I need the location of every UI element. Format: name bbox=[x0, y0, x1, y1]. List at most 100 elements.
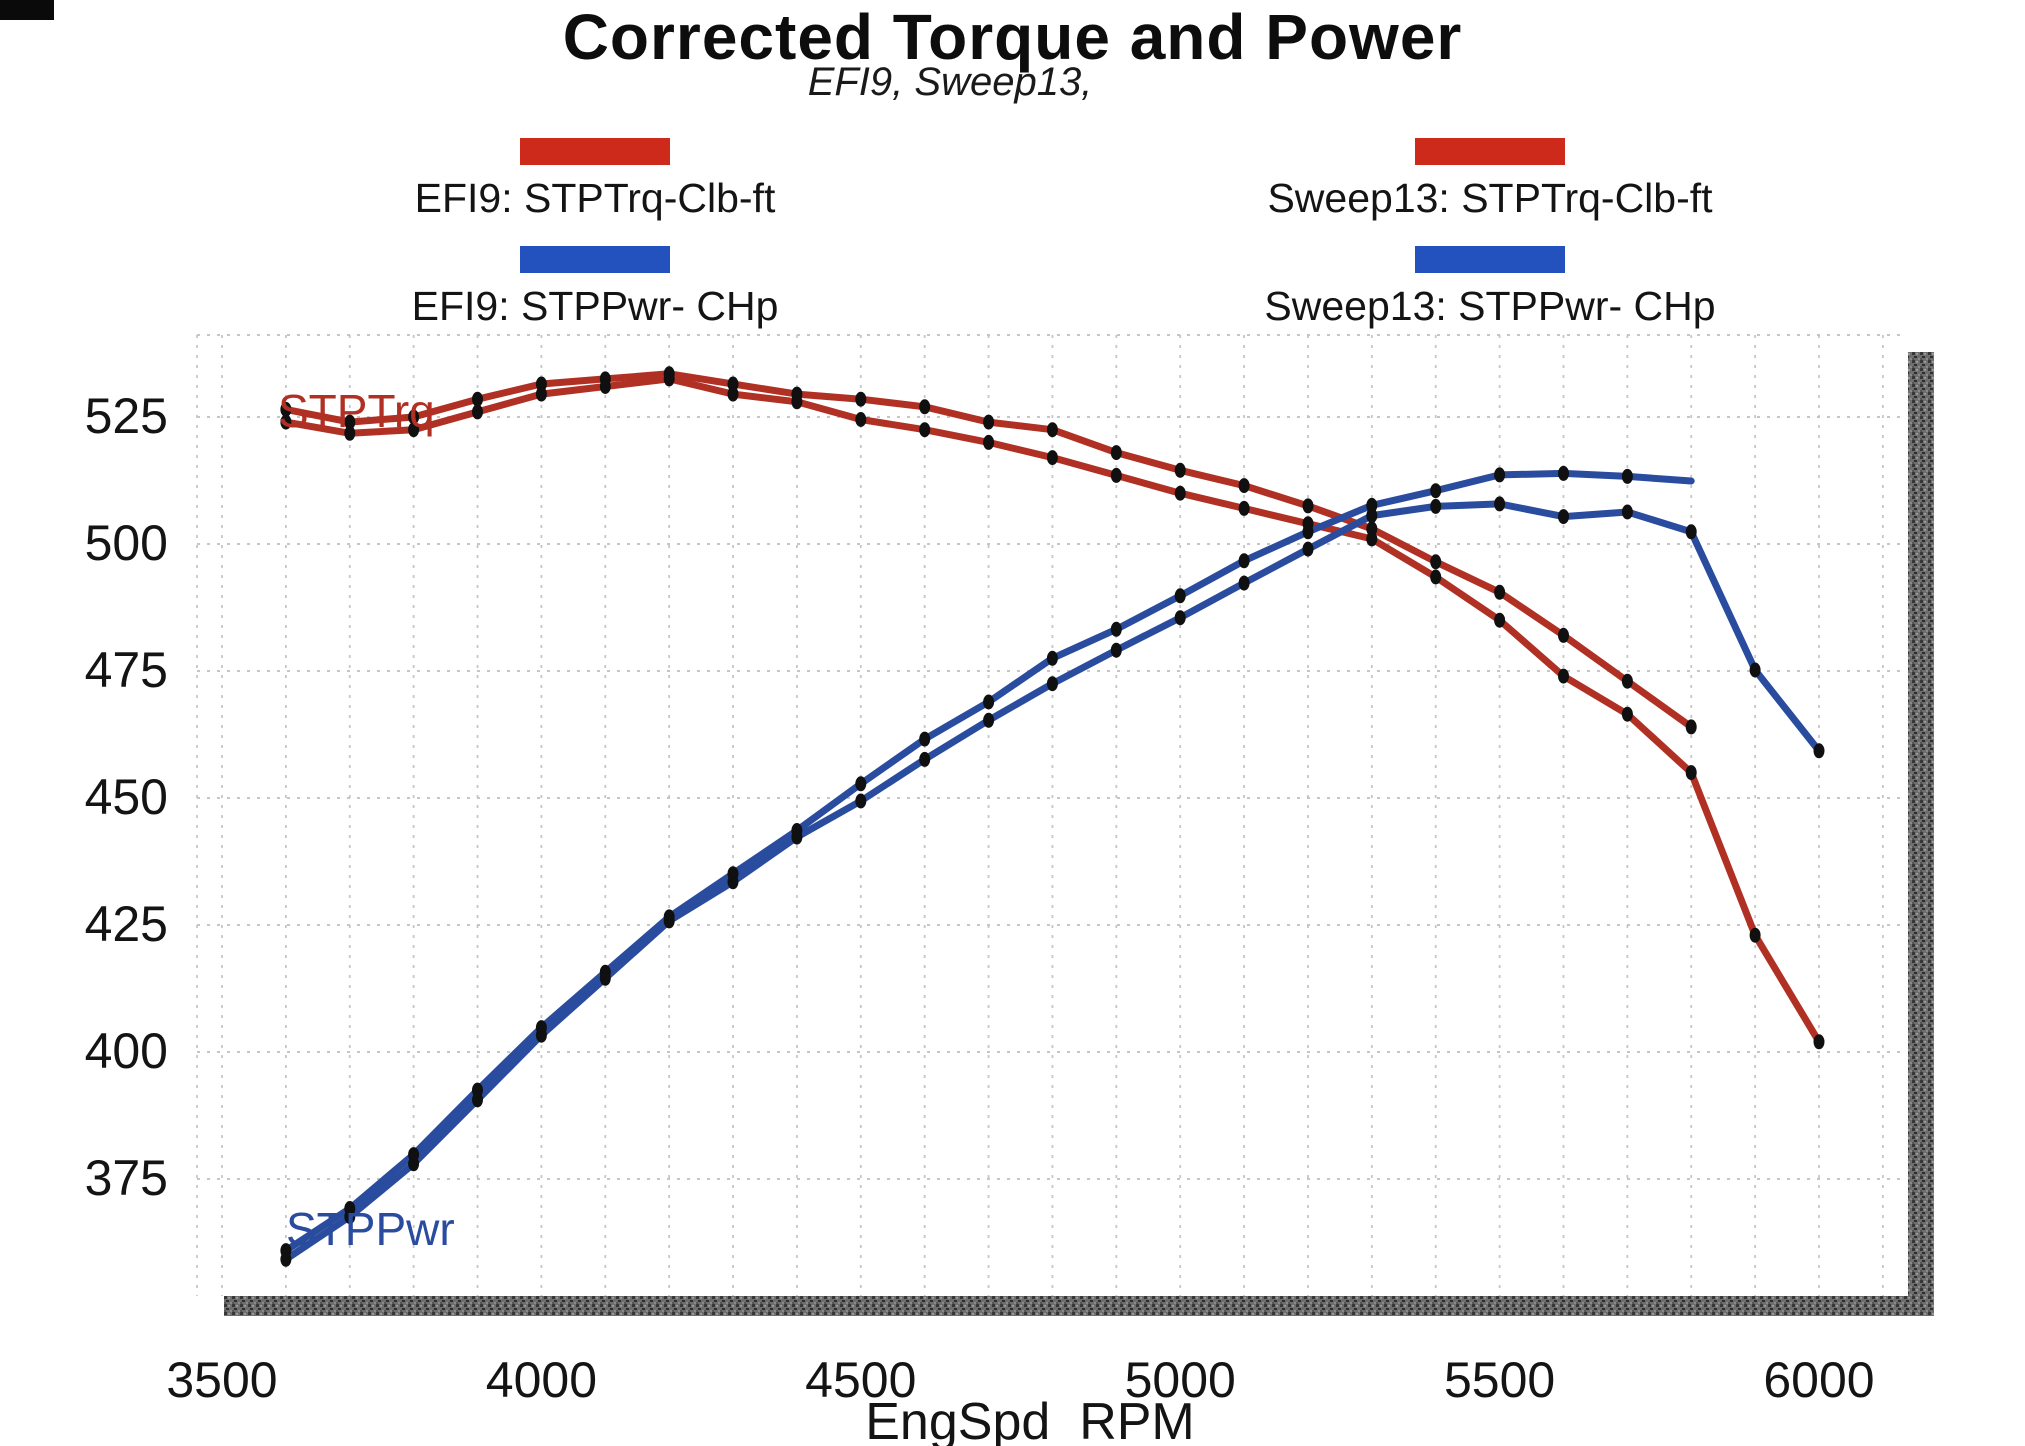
data-point-sweep13-stppwr bbox=[855, 793, 867, 809]
y-tick-label: 450 bbox=[85, 769, 168, 825]
data-point-efi9-stppwr bbox=[1621, 468, 1633, 484]
data-point-efi9-stptrq bbox=[855, 391, 867, 407]
data-point-sweep13-stppwr bbox=[408, 1156, 420, 1172]
x-axis-title: EngSpd RPM bbox=[865, 1393, 1195, 1446]
data-point-sweep13-stptrq bbox=[727, 386, 739, 402]
x-tick-label: 4500 bbox=[805, 1352, 916, 1408]
legend-label-sweep13-power: Sweep13: STPPwr- CHp bbox=[1264, 283, 1716, 329]
y-tick-label: 475 bbox=[85, 642, 168, 698]
data-point-sweep13-stppwr bbox=[1238, 575, 1250, 591]
data-point-sweep13-stptrq bbox=[1046, 450, 1058, 466]
data-point-sweep13-stppwr bbox=[1174, 610, 1186, 626]
data-point-sweep13-stptrq bbox=[855, 412, 867, 427]
x-tick-label: 3500 bbox=[166, 1352, 277, 1408]
legend-swatch-efi9-torque bbox=[520, 138, 670, 165]
data-point-sweep13-stptrq bbox=[919, 422, 931, 438]
x-tick-label: 5000 bbox=[1125, 1352, 1236, 1408]
data-point-sweep13-stptrq bbox=[1110, 467, 1122, 483]
legend-efi9: EFI9: STPTrq-Clb-ft EFI9: STPPwr- CHp bbox=[400, 138, 790, 330]
x-tick-label: 5500 bbox=[1444, 1352, 1555, 1408]
data-point-efi9-stptrq bbox=[919, 399, 931, 415]
series-line-efi9-stppwr bbox=[282, 469, 1695, 1255]
data-point-efi9-stptrq bbox=[1558, 627, 1569, 643]
data-point-efi9-stptrq bbox=[280, 401, 292, 417]
data-point-sweep13-stppwr bbox=[1366, 508, 1378, 524]
series-line-sweep13-stptrq bbox=[282, 375, 1823, 1046]
x-tick-label: 6000 bbox=[1763, 1352, 1874, 1408]
data-point-efi9-stppwr bbox=[983, 694, 995, 710]
y-tick-label: 425 bbox=[85, 896, 168, 952]
data-point-sweep13-stppwr bbox=[1302, 541, 1314, 557]
data-point-efi9-stptrq bbox=[408, 409, 420, 425]
data-point-sweep13-stppwr bbox=[1685, 524, 1697, 540]
data-point-sweep13-stppwr bbox=[1046, 676, 1058, 692]
data-point-sweep13-stppwr bbox=[1430, 498, 1442, 514]
data-point-sweep13-stptrq bbox=[663, 371, 675, 387]
data-point-sweep13-stptrq bbox=[1494, 612, 1506, 628]
data-point-sweep13-stptrq bbox=[1238, 500, 1250, 516]
data-point-efi9-stppwr bbox=[1302, 524, 1314, 540]
data-point-sweep13-stptrq bbox=[791, 394, 803, 410]
data-point-sweep13-stppwr bbox=[535, 1027, 547, 1043]
data-point-efi9-stppwr bbox=[855, 776, 867, 792]
legend-swatch-efi9-power bbox=[520, 246, 670, 273]
data-point-sweep13-stppwr bbox=[1813, 743, 1825, 759]
data-point-sweep13-stppwr bbox=[663, 913, 675, 929]
data-point-efi9-stppwr bbox=[1110, 621, 1122, 637]
data-point-sweep13-stptrq bbox=[599, 379, 611, 394]
x-tick-label: 4000 bbox=[486, 1352, 597, 1408]
y-tick-label: 400 bbox=[85, 1023, 168, 1079]
legend-label-efi9-torque: EFI9: STPTrq-Clb-ft bbox=[414, 175, 776, 221]
right-edge-bar bbox=[1908, 352, 1934, 1316]
data-point-sweep13-stppwr bbox=[1749, 662, 1761, 678]
data-point-sweep13-stppwr bbox=[599, 970, 611, 986]
data-point-sweep13-stppwr bbox=[1621, 504, 1633, 520]
data-point-sweep13-stptrq bbox=[1621, 706, 1633, 722]
data-point-sweep13-stppwr bbox=[1494, 496, 1506, 512]
data-point-sweep13-stptrq bbox=[983, 434, 995, 450]
data-point-sweep13-stppwr bbox=[727, 874, 739, 890]
legend-swatch-sweep13-torque bbox=[1415, 138, 1565, 165]
data-point-sweep13-stptrq bbox=[408, 422, 420, 438]
legend-label-efi9-power: EFI9: STPPwr- CHp bbox=[411, 283, 779, 329]
data-point-efi9-stptrq bbox=[1430, 554, 1442, 570]
data-point-efi9-stppwr bbox=[1238, 553, 1250, 569]
chart-subtitle: EFI9, Sweep13, bbox=[807, 60, 1093, 104]
data-point-efi9-stptrq bbox=[1494, 584, 1506, 600]
data-point-sweep13-stptrq bbox=[535, 386, 547, 402]
legend-swatch-sweep13-power bbox=[1415, 246, 1565, 273]
data-point-efi9-stptrq bbox=[1046, 422, 1058, 438]
y-tick-label: 375 bbox=[85, 1150, 168, 1206]
data-point-sweep13-stptrq bbox=[344, 425, 356, 441]
data-point-sweep13-stppwr bbox=[791, 829, 803, 845]
data-point-efi9-stppwr bbox=[1494, 467, 1506, 483]
data-point-sweep13-stppwr bbox=[983, 712, 995, 728]
legend-sweep13: Sweep13: STPTrq-Clb-ft Sweep13: STPPwr- … bbox=[1235, 138, 1745, 330]
data-point-efi9-stptrq bbox=[1621, 673, 1633, 689]
power-curve-label: STPPwr bbox=[286, 1203, 455, 1255]
data-point-sweep13-stptrq bbox=[1813, 1034, 1825, 1050]
x-axis-bar bbox=[224, 1296, 1934, 1316]
data-point-efi9-stptrq bbox=[983, 414, 995, 430]
data-point-sweep13-stptrq bbox=[280, 414, 292, 430]
data-point-efi9-stptrq bbox=[1238, 478, 1250, 494]
y-tick-label: 525 bbox=[85, 388, 168, 444]
data-point-efi9-stppwr bbox=[1430, 483, 1442, 499]
data-point-sweep13-stppwr bbox=[919, 751, 931, 767]
scan-artifact bbox=[0, 0, 54, 20]
data-point-efi9-stptrq bbox=[1685, 719, 1697, 735]
data-point-efi9-stppwr bbox=[1558, 465, 1569, 481]
legend-label-sweep13-torque: Sweep13: STPTrq-Clb-ft bbox=[1267, 175, 1713, 221]
data-point-sweep13-stppwr bbox=[344, 1209, 356, 1225]
data-point-sweep13-stptrq bbox=[1749, 927, 1761, 943]
data-point-efi9-stppwr bbox=[919, 731, 931, 747]
data-point-efi9-stppwr bbox=[1174, 588, 1186, 604]
torque-curve-label: STPTrq bbox=[278, 385, 435, 437]
chart-title: Corrected Torque and Power bbox=[562, 1, 1463, 73]
data-point-sweep13-stptrq bbox=[1685, 765, 1697, 781]
data-point-sweep13-stppwr bbox=[472, 1092, 483, 1108]
data-point-sweep13-stppwr bbox=[280, 1251, 292, 1267]
data-point-efi9-stptrq bbox=[472, 391, 483, 407]
